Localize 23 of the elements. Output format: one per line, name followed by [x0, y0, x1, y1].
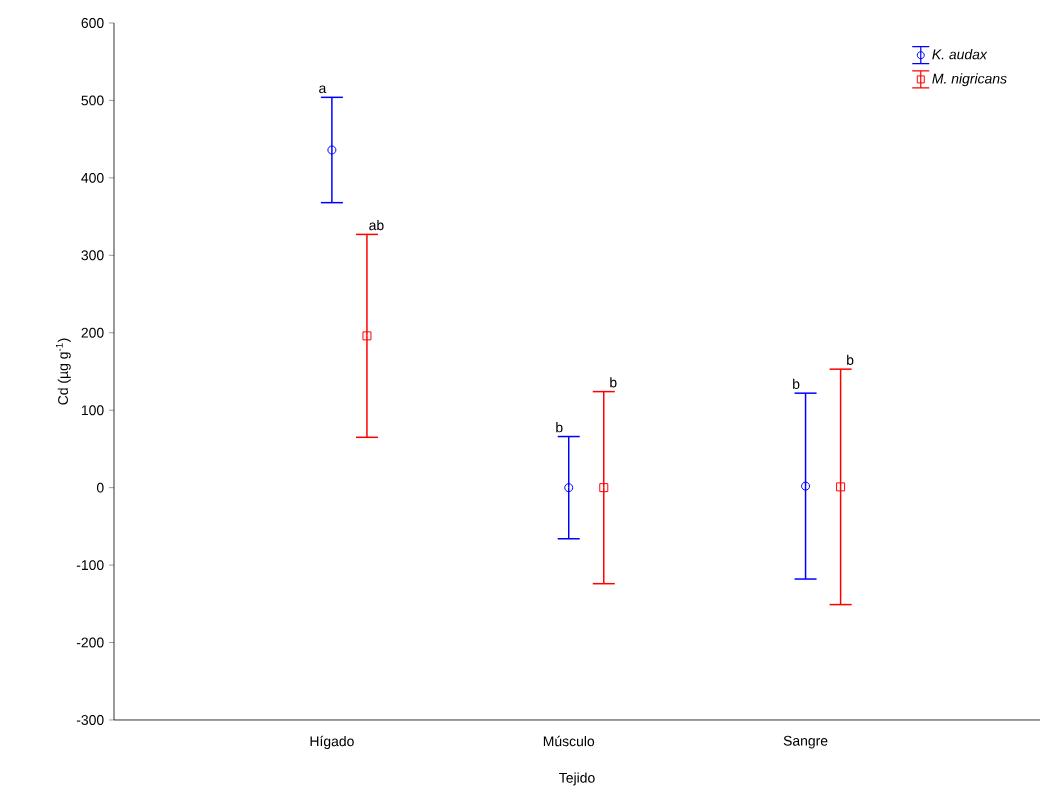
y-tick-label: 500 [81, 95, 104, 106]
y-tick-label: 100 [81, 405, 104, 416]
y-tick-label: -200 [76, 637, 104, 648]
legend-label: K. audax [932, 49, 988, 60]
annotation: b [793, 378, 800, 389]
x-tick-label: Músculo [543, 735, 595, 747]
x-axis-title: Tejido [559, 772, 595, 786]
annotation: b [847, 354, 854, 365]
annotation: b [610, 377, 617, 388]
x-tick-label: Sangre [783, 735, 828, 749]
y-tick-label: -100 [76, 560, 104, 571]
x-tick-label: Hígado [310, 735, 354, 749]
y-tick-label: 400 [81, 172, 104, 183]
annotation: ab [369, 219, 384, 231]
annotation: a [319, 85, 327, 94]
y-tick-label: 0 [96, 482, 104, 493]
y-tick-label: 300 [81, 250, 104, 261]
annotation: b [556, 422, 563, 433]
y-tick-label: 200 [81, 327, 104, 338]
y-axis-title: Cd (µg g$^{-1}$) [55, 338, 71, 405]
y-tick-label: -300 [76, 715, 104, 725]
legend-label: M. nigricans [932, 73, 1007, 87]
y-tick-label: 600 [81, 18, 104, 28]
